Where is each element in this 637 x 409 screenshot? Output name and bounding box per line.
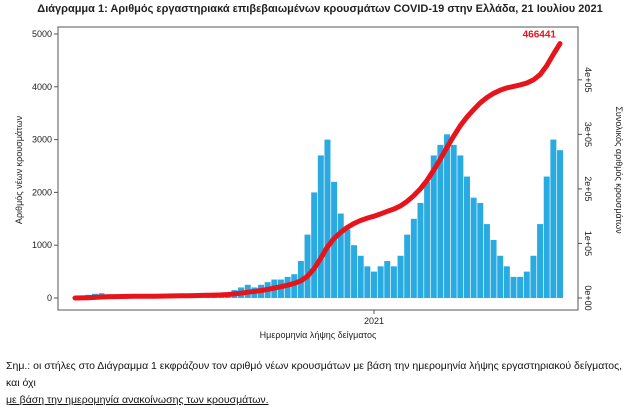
bar bbox=[484, 224, 490, 298]
x-axis-label: Ημερομηνία λήψης δείγματος bbox=[260, 330, 377, 340]
bar bbox=[457, 155, 463, 298]
y2-tick-label: 2e+05 bbox=[583, 176, 593, 201]
bar bbox=[491, 240, 497, 298]
y-tick-label: 5000 bbox=[32, 29, 52, 39]
bar bbox=[411, 219, 417, 298]
note: Σημ.: οι στήλες στο Διάγραμμα 1 εκφράζου… bbox=[6, 358, 634, 409]
bar bbox=[351, 245, 357, 298]
bar bbox=[338, 214, 344, 298]
bar bbox=[417, 203, 423, 298]
bar bbox=[311, 192, 317, 298]
bar bbox=[305, 235, 311, 298]
y-tick-label: 1000 bbox=[32, 240, 52, 250]
bar bbox=[477, 203, 483, 298]
bar bbox=[424, 182, 430, 298]
note-line: Σημ.: οι στήλες στο Διάγραμμα 1 εκφράζου… bbox=[6, 360, 622, 389]
y2-tick-label: 4e+05 bbox=[583, 67, 593, 92]
bar bbox=[451, 145, 457, 298]
bar bbox=[524, 272, 530, 298]
bar bbox=[344, 229, 350, 298]
bar bbox=[511, 277, 517, 298]
x-tick-label: 2021 bbox=[364, 316, 384, 326]
chart-title: Διάγραμμα 1: Αριθμός εργαστηριακά επιβεβ… bbox=[37, 3, 602, 15]
bar bbox=[471, 198, 477, 298]
y2-axis-label: Συνολικός αριθμός κρουσμάτων bbox=[614, 106, 624, 234]
bar bbox=[318, 155, 324, 298]
bar bbox=[544, 177, 550, 298]
bar bbox=[324, 140, 330, 298]
bar bbox=[384, 261, 390, 298]
y2-tick-label: 3e+05 bbox=[583, 122, 593, 147]
bar bbox=[404, 235, 410, 298]
bar bbox=[371, 272, 377, 298]
bar bbox=[364, 266, 370, 298]
bar bbox=[378, 266, 384, 298]
y-axis-label: Αριθμός νέων κρουσμάτων bbox=[14, 115, 24, 224]
y-tick-label: 2000 bbox=[32, 187, 52, 197]
bar bbox=[504, 266, 510, 298]
bar bbox=[391, 266, 397, 298]
bar bbox=[464, 177, 470, 298]
bar bbox=[557, 150, 563, 298]
y2-tick-label: 0e+00 bbox=[583, 285, 593, 310]
bar bbox=[444, 134, 450, 298]
note-line: με βάση την ημερομηνία ανακοίνωσης των κ… bbox=[6, 394, 269, 406]
bar bbox=[398, 256, 404, 298]
bar bbox=[358, 256, 364, 298]
bar bbox=[497, 256, 503, 298]
y-tick-label: 3000 bbox=[32, 135, 52, 145]
chart: Διάγραμμα 1: Αριθμός εργαστηριακά επιβεβ… bbox=[0, 0, 637, 352]
bar bbox=[437, 145, 443, 298]
bar bbox=[550, 140, 556, 298]
y-tick-label: 4000 bbox=[32, 82, 52, 92]
y2-tick-label: 1e+05 bbox=[583, 231, 593, 256]
bar bbox=[530, 256, 536, 298]
annotation: 466441 bbox=[523, 30, 557, 41]
bar bbox=[537, 224, 543, 298]
bar bbox=[517, 277, 523, 298]
y-tick-label: 0 bbox=[47, 293, 52, 303]
